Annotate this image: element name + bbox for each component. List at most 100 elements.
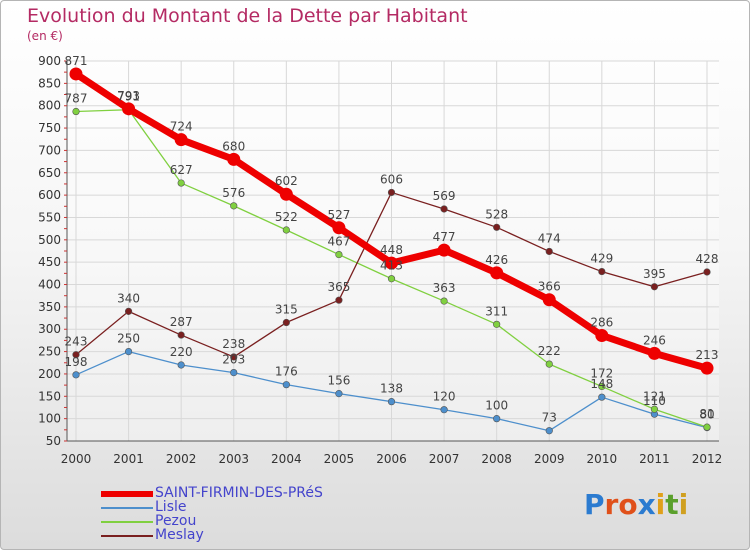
data-label: 426: [485, 253, 508, 267]
data-label: 477: [433, 230, 456, 244]
data-label: 100: [485, 399, 508, 413]
data-label: 448: [380, 243, 403, 257]
data-label: 73: [542, 411, 557, 425]
logo-letter: r: [604, 488, 619, 521]
data-label: 198: [65, 355, 88, 369]
data-point: [650, 405, 659, 413]
data-label: 576: [222, 186, 245, 200]
data-label: 222: [538, 344, 561, 358]
data-point: [440, 297, 448, 305]
x-tick-label: 2003: [218, 452, 249, 466]
data-point: [387, 275, 396, 283]
data-label: 315: [275, 303, 298, 317]
data-label: 787: [65, 92, 88, 106]
data-label: 366: [538, 280, 561, 294]
data-point: [387, 398, 396, 406]
data-point: [542, 293, 556, 307]
x-tick-label: 2011: [639, 452, 670, 466]
data-label: 81: [699, 407, 714, 421]
data-label: 467: [327, 235, 350, 249]
data-label: 871: [65, 54, 88, 68]
data-label: 238: [222, 337, 245, 351]
data-point: [545, 360, 553, 368]
data-point: [335, 250, 343, 259]
data-point: [122, 102, 136, 116]
data-label: 172: [590, 366, 613, 380]
data-label: 602: [275, 174, 298, 188]
x-tick-label: 2001: [113, 452, 144, 466]
data-label: 110: [643, 394, 666, 408]
x-tick-label: 2004: [271, 452, 302, 466]
data-point: [387, 188, 396, 197]
data-label: 220: [170, 345, 193, 359]
data-label: 793: [117, 89, 140, 103]
legend-label: Meslay: [155, 527, 204, 543]
data-point: [335, 296, 343, 304]
proxiti-logo: Proxiti: [584, 488, 688, 521]
x-tick-label: 2012: [692, 452, 723, 466]
y-tick-label: 750: [38, 121, 61, 135]
data-point: [227, 152, 241, 166]
unit-label: (en €): [27, 29, 63, 43]
y-tick-label: 850: [38, 76, 61, 90]
data-label: 395: [643, 267, 666, 281]
plot-area: [67, 61, 719, 441]
x-tick-label: 2005: [324, 452, 355, 466]
data-label: 80: [699, 408, 714, 422]
data-label: 311: [485, 304, 508, 318]
data-point: [69, 67, 83, 81]
data-point: [72, 351, 80, 359]
y-tick-label: 400: [38, 278, 61, 292]
data-point: [493, 223, 501, 231]
data-label: 791: [117, 90, 140, 104]
data-label: 138: [380, 382, 403, 396]
data-point: [545, 247, 553, 256]
data-point: [124, 307, 133, 315]
data-label: 522: [275, 210, 298, 224]
data-point: [230, 369, 238, 377]
y-tick-label: 150: [38, 389, 61, 403]
data-point: [282, 226, 290, 234]
x-tick-label: 2002: [166, 452, 197, 466]
data-label: 246: [643, 333, 666, 347]
data-label: 528: [485, 207, 508, 221]
data-label: 413: [380, 259, 403, 273]
x-tick-label: 2006: [376, 452, 407, 466]
data-point: [545, 427, 553, 435]
data-point: [440, 406, 448, 414]
x-tick-label: 2010: [587, 452, 618, 466]
data-label: 121: [643, 389, 666, 403]
y-tick-label: 250: [38, 345, 61, 359]
legend-swatch: [101, 491, 153, 497]
logo-letter: x: [637, 488, 656, 521]
legend-swatch: [101, 535, 153, 537]
data-label: 340: [117, 291, 140, 305]
data-point: [647, 346, 661, 360]
data-label: 156: [327, 374, 350, 388]
data-label: 569: [433, 189, 456, 203]
y-tick-label: 650: [38, 166, 61, 180]
y-tick-label: 200: [38, 367, 61, 381]
data-label: 287: [170, 315, 193, 329]
data-point: [650, 283, 659, 291]
y-tick-label: 700: [38, 143, 61, 157]
logo-letter: t: [665, 488, 679, 521]
data-point: [282, 318, 290, 327]
data-label: 527: [327, 208, 350, 222]
legend-swatch: [101, 507, 153, 509]
x-tick-label: 2008: [481, 452, 512, 466]
data-label: 148: [590, 377, 613, 391]
logo-letter: i: [655, 488, 666, 521]
data-label: 363: [433, 281, 456, 295]
data-label: 724: [170, 120, 193, 134]
y-tick-label: 100: [38, 412, 61, 426]
x-tick-label: 2007: [429, 452, 460, 466]
data-point: [437, 243, 451, 257]
data-point: [332, 221, 346, 235]
data-point: [493, 415, 501, 423]
data-point: [700, 361, 714, 375]
data-point: [598, 382, 606, 391]
data-point: [385, 256, 398, 270]
data-label: 474: [538, 231, 561, 245]
